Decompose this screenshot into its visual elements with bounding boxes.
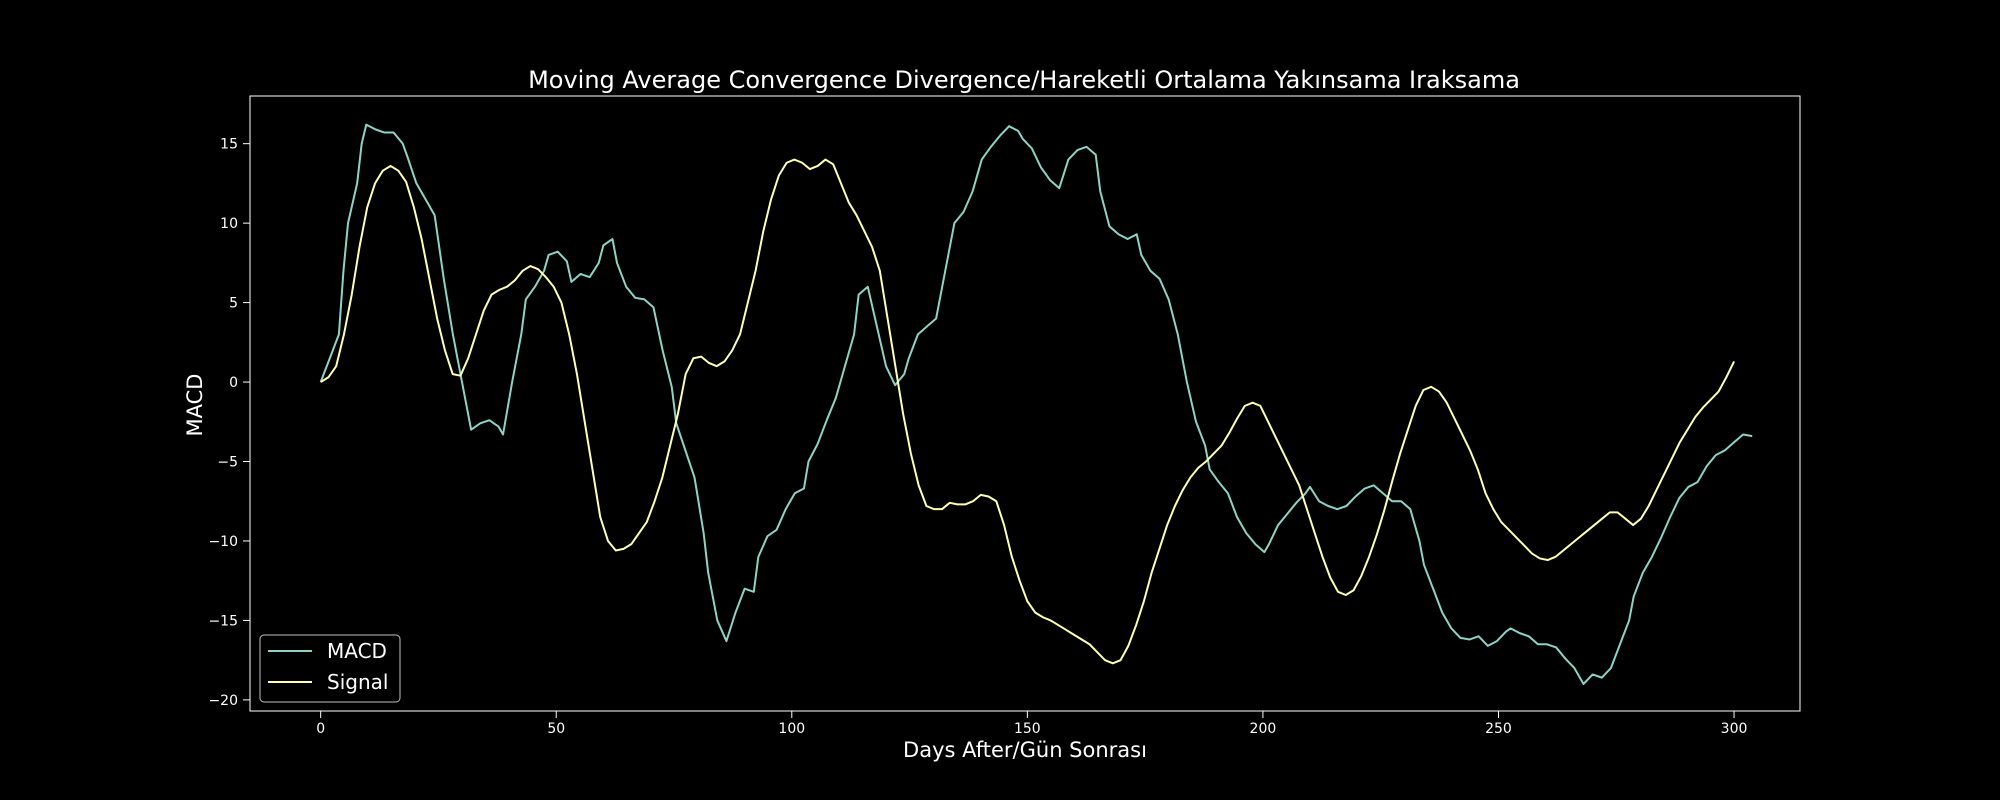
y-tick-label: −10 — [208, 534, 238, 550]
series-lines — [319, 123, 1753, 685]
x-tick-label: 150 — [1014, 721, 1041, 737]
series-line-macd — [319, 123, 1753, 685]
legend-label-signal: Signal — [327, 670, 388, 694]
x-tick-label: 300 — [1721, 721, 1748, 737]
y-axis: −20 −15 −10 −5 0 5 10 15 — [208, 137, 250, 709]
y-tick-label: 5 — [229, 296, 238, 312]
y-tick-label: 10 — [220, 216, 238, 232]
y-tick-label: 15 — [220, 137, 238, 153]
y-tick-label: −5 — [217, 455, 238, 471]
x-axis-label: Days After/Gün Sonrası — [903, 738, 1147, 762]
y-tick-label: 0 — [229, 375, 238, 391]
y-axis-label: MACD — [183, 374, 207, 437]
legend-label-macd: MACD — [327, 639, 387, 663]
y-tick-label: −15 — [208, 613, 238, 629]
x-tick-label: 0 — [316, 721, 325, 737]
legend: MACD Signal — [259, 634, 401, 703]
x-axis: 0 50 100 150 200 250 300 — [316, 711, 1747, 737]
x-tick-label: 250 — [1485, 721, 1512, 737]
x-tick-label: 200 — [1250, 721, 1277, 737]
x-tick-label: 50 — [547, 721, 565, 737]
y-tick-label: −20 — [208, 693, 238, 709]
plot-area — [249, 95, 1801, 712]
x-tick-label: 100 — [778, 721, 805, 737]
chart-title: Moving Average Convergence Divergence/Ha… — [528, 66, 1520, 94]
series-line-signal — [320, 158, 1735, 665]
